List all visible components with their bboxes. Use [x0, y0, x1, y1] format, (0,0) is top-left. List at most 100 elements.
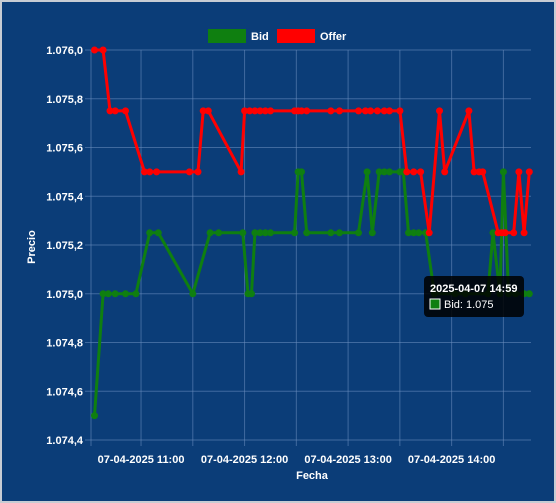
data-point-offer[interactable] — [470, 168, 478, 176]
legend-swatch-offer[interactable] — [277, 29, 315, 43]
data-point-bid[interactable] — [499, 168, 507, 176]
data-point-offer[interactable] — [355, 107, 362, 115]
data-point-bid[interactable] — [111, 290, 119, 298]
data-point-bid[interactable] — [327, 229, 335, 237]
data-point-offer[interactable] — [267, 107, 274, 115]
data-point-offer[interactable] — [520, 229, 528, 237]
data-point-bid[interactable] — [261, 229, 269, 237]
data-point-bid[interactable] — [251, 229, 259, 237]
data-point-offer[interactable] — [396, 107, 404, 115]
data-point-offer[interactable] — [298, 107, 305, 115]
data-point-offer[interactable] — [373, 107, 381, 115]
data-point-offer[interactable] — [501, 229, 509, 237]
data-point-offer[interactable] — [410, 168, 418, 176]
series — [91, 46, 533, 420]
data-point-offer[interactable] — [153, 168, 161, 176]
data-point-offer[interactable] — [91, 46, 98, 54]
data-point-bid[interactable] — [415, 229, 423, 237]
data-point-bid[interactable] — [154, 229, 162, 237]
data-point-offer[interactable] — [525, 168, 533, 176]
x-tick-label: 07-04-2025 12:00 — [201, 454, 288, 466]
legend[interactable]: Bid Offer — [208, 29, 347, 43]
data-point-offer[interactable] — [510, 229, 518, 237]
data-point-offer[interactable] — [194, 168, 202, 176]
data-point-bid[interactable] — [146, 229, 154, 237]
tooltip-box — [424, 276, 524, 317]
data-point-offer[interactable] — [146, 168, 154, 176]
tooltip-label: Bid: 1.075 — [444, 299, 494, 311]
data-point-bid[interactable] — [104, 290, 112, 298]
legend-swatch-bid[interactable] — [208, 29, 246, 43]
data-point-offer[interactable] — [386, 107, 393, 115]
data-point-offer[interactable] — [479, 168, 487, 176]
data-point-offer[interactable] — [111, 107, 119, 115]
y-tick-label: 1.074,4 — [46, 435, 84, 447]
data-point-bid[interactable] — [336, 229, 343, 237]
data-point-offer[interactable] — [122, 107, 129, 115]
data-point-offer[interactable] — [515, 168, 523, 176]
data-point-bid[interactable] — [132, 290, 140, 298]
data-point-offer[interactable] — [199, 107, 207, 115]
data-point-bid[interactable] — [303, 229, 311, 237]
data-point-offer[interactable] — [417, 168, 425, 176]
data-point-bid[interactable] — [405, 229, 412, 237]
y-tick-label: 1.075,2 — [46, 240, 83, 252]
data-point-offer[interactable] — [367, 107, 374, 115]
y-tick-label: 1.076,0 — [46, 45, 83, 57]
data-point-bid[interactable] — [91, 412, 98, 420]
data-point-offer[interactable] — [251, 107, 259, 115]
data-point-bid[interactable] — [239, 229, 247, 237]
data-point-bid[interactable] — [410, 229, 418, 237]
data-point-offer[interactable] — [327, 107, 335, 115]
data-point-offer[interactable] — [256, 107, 264, 115]
y-axis-ticks: 1.074,4 1.074,6 1.074,8 1.075,0 1.075,2 1.075… — [46, 45, 84, 447]
legend-label-offer[interactable]: Offer — [320, 31, 347, 43]
data-point-offer[interactable] — [441, 168, 449, 176]
data-point-bid[interactable] — [215, 229, 223, 237]
data-point-bid[interactable] — [189, 290, 197, 298]
data-point-bid[interactable] — [489, 229, 497, 237]
data-point-offer[interactable] — [237, 168, 245, 176]
legend-label-bid[interactable]: Bid — [251, 31, 269, 43]
tooltip-title: 2025-04-07 14:59 — [430, 283, 517, 295]
data-point-offer[interactable] — [185, 168, 193, 176]
data-point-offer[interactable] — [303, 107, 311, 115]
data-point-bid[interactable] — [256, 229, 264, 237]
y-tick-label: 1.074,6 — [46, 386, 83, 398]
tooltip: 2025-04-07 14:59 Bid: 1.075 — [424, 276, 524, 317]
y-tick-label: 1.074,8 — [46, 338, 83, 350]
y-axis-title: Precio — [26, 230, 38, 264]
data-point-bid[interactable] — [380, 168, 388, 176]
data-point-bid[interactable] — [122, 290, 129, 298]
data-point-bid[interactable] — [267, 229, 274, 237]
data-point-offer[interactable] — [361, 107, 369, 115]
data-point-offer[interactable] — [246, 107, 254, 115]
series-line-offer — [94, 48, 531, 235]
data-point-offer[interactable] — [106, 107, 114, 115]
data-point-offer[interactable] — [465, 107, 473, 115]
data-point-offer[interactable] — [141, 168, 148, 176]
data-point-bid[interactable] — [525, 290, 533, 298]
data-point-offer[interactable] — [204, 107, 212, 115]
x-tick-label: 07-04-2025 13:00 — [304, 454, 391, 466]
data-point-offer[interactable] — [336, 107, 343, 115]
data-point-bid[interactable] — [206, 229, 214, 237]
data-point-bid[interactable] — [298, 168, 305, 176]
data-point-bid[interactable] — [363, 168, 371, 176]
data-point-offer[interactable] — [99, 46, 107, 54]
x-tick-label: 07-04-2025 14:00 — [408, 454, 495, 466]
data-point-bid[interactable] — [386, 168, 393, 176]
data-point-offer[interactable] — [380, 107, 388, 115]
data-point-offer[interactable] — [403, 168, 411, 176]
data-point-bid[interactable] — [368, 229, 376, 237]
data-point-offer[interactable] — [436, 107, 443, 115]
data-point-bid[interactable] — [291, 229, 299, 237]
data-point-offer[interactable] — [261, 107, 269, 115]
data-point-bid[interactable] — [375, 168, 383, 176]
data-point-offer[interactable] — [241, 107, 249, 115]
data-point-bid[interactable] — [248, 290, 255, 298]
data-point-offer[interactable] — [425, 229, 433, 237]
data-point-bid[interactable] — [355, 229, 362, 237]
data-point-bid[interactable] — [99, 290, 107, 298]
